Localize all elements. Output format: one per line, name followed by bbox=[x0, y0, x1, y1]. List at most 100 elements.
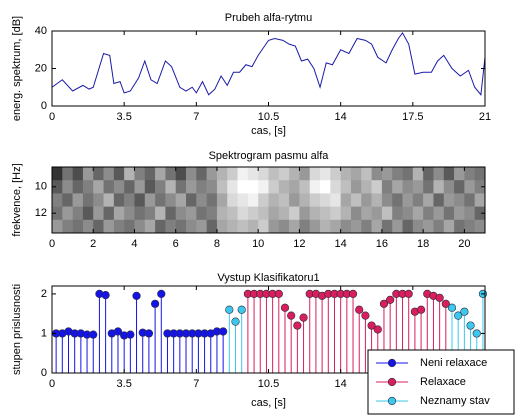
heatmap-cell bbox=[258, 180, 269, 194]
heatmap-cell bbox=[443, 219, 455, 234]
heatmap-cell bbox=[299, 219, 311, 234]
heatmap-cell bbox=[350, 167, 362, 181]
heatmap-cell bbox=[423, 219, 434, 234]
y-axis-label: frekvence, [Hz] bbox=[11, 163, 23, 236]
stem-marker bbox=[101, 290, 110, 300]
stem-marker bbox=[441, 299, 450, 308]
heatmap-cell bbox=[423, 193, 434, 207]
x-tick-label: 8 bbox=[214, 238, 220, 250]
stem-marker bbox=[386, 295, 395, 304]
heatmap-cell bbox=[258, 193, 269, 207]
heatmap-cell bbox=[196, 219, 207, 234]
heatmap-cell bbox=[134, 193, 146, 207]
axes-background bbox=[52, 31, 485, 106]
heatmap-cell bbox=[227, 193, 238, 207]
heatmap-cell bbox=[299, 193, 311, 207]
heatmap-cell bbox=[155, 180, 166, 194]
heatmap-cell bbox=[175, 219, 187, 234]
heatmap-cell bbox=[144, 167, 156, 181]
heatmap-cell bbox=[72, 206, 84, 221]
heatmap-cell bbox=[237, 206, 249, 221]
heatmap-cell bbox=[330, 180, 341, 194]
heatmap-cell bbox=[381, 206, 393, 221]
x-tick-label: 10.5 bbox=[258, 111, 279, 123]
heatmap-cell bbox=[454, 219, 465, 234]
heatmap-cell bbox=[82, 180, 94, 194]
heatmap-cell bbox=[330, 219, 341, 234]
heatmap-cell bbox=[412, 167, 424, 181]
stem-marker bbox=[157, 289, 166, 299]
heatmap-cell bbox=[124, 180, 135, 194]
heatmap-cell bbox=[423, 206, 434, 221]
heatmap-cell bbox=[423, 167, 434, 181]
heatmap-cell bbox=[82, 206, 94, 221]
heatmap-cell bbox=[186, 193, 197, 207]
x-tick-label: 14 bbox=[335, 378, 347, 390]
heatmap-cell bbox=[227, 180, 238, 194]
heatmap-cell bbox=[216, 180, 228, 194]
heatmap-cell bbox=[237, 219, 249, 234]
heatmap-cell bbox=[206, 219, 218, 234]
y-tick-label: 2 bbox=[41, 288, 47, 300]
heatmap-cell bbox=[320, 206, 331, 221]
heatmap-cell bbox=[72, 193, 84, 207]
heatmap-cell bbox=[412, 180, 424, 194]
heatmap-cell bbox=[258, 206, 269, 221]
stem-marker bbox=[293, 321, 302, 330]
heatmap-cell bbox=[289, 180, 300, 194]
stem-marker bbox=[219, 327, 228, 336]
stem-marker bbox=[150, 299, 160, 308]
heatmap-cell bbox=[227, 206, 238, 221]
stem-marker bbox=[231, 317, 240, 326]
heatmap-cell bbox=[144, 193, 156, 207]
x-tick-label: 12 bbox=[293, 238, 305, 250]
heatmap-cell bbox=[474, 193, 486, 207]
heatmap-cell bbox=[371, 180, 383, 194]
heatmap-cell bbox=[155, 167, 166, 181]
heatmap-cell bbox=[309, 167, 321, 181]
axes-title: Spektrogram pasmu alfa bbox=[209, 150, 330, 162]
heatmap-cell bbox=[443, 206, 455, 221]
heatmap-cell bbox=[93, 219, 104, 234]
y-axis-label: stupen prislusnosti bbox=[11, 284, 23, 375]
heatmap-cell bbox=[433, 180, 445, 194]
stem-marker bbox=[460, 307, 469, 316]
heatmap-cell bbox=[299, 206, 311, 221]
heatmap-cell bbox=[62, 206, 73, 221]
x-tick-label: 7 bbox=[193, 378, 199, 390]
heatmap-cell bbox=[278, 219, 290, 234]
stem-marker bbox=[373, 325, 382, 334]
heatmap-cell bbox=[206, 206, 218, 221]
stem-marker bbox=[348, 289, 358, 299]
stem-marker bbox=[355, 305, 364, 314]
heatmap-cell bbox=[175, 206, 187, 221]
heatmap-cell bbox=[309, 206, 321, 221]
heatmap-cell bbox=[134, 180, 146, 194]
heatmap-cell bbox=[299, 167, 311, 181]
heatmap-cell bbox=[454, 167, 465, 181]
heatmap-cell bbox=[320, 219, 331, 234]
heatmap-cell bbox=[103, 180, 115, 194]
heatmap-cell bbox=[227, 219, 238, 234]
legend-label: Neznamy stav bbox=[420, 395, 490, 407]
heatmap-cell bbox=[371, 219, 383, 234]
heatmap-cell bbox=[371, 193, 383, 207]
x-tick-label: 3.5 bbox=[117, 111, 132, 123]
heatmap-cell bbox=[361, 180, 372, 194]
heatmap-cell bbox=[113, 167, 125, 181]
heatmap-cell bbox=[350, 206, 362, 221]
heatmap-cell bbox=[93, 180, 104, 194]
x-tick-label: 7 bbox=[193, 111, 199, 123]
heatmap-cell bbox=[361, 193, 372, 207]
heatmap-cell bbox=[402, 167, 414, 181]
stem-marker bbox=[299, 313, 308, 322]
heatmap-cell bbox=[134, 167, 146, 181]
heatmap-cell bbox=[72, 219, 84, 234]
x-tick-label: 16 bbox=[376, 238, 388, 250]
y-tick-label: 0 bbox=[41, 367, 47, 379]
heatmap-cell bbox=[402, 206, 414, 221]
heatmap-cell bbox=[320, 180, 331, 194]
heatmap-cell bbox=[237, 167, 249, 181]
heatmap-cell bbox=[268, 167, 280, 181]
heatmap-cell bbox=[93, 193, 104, 207]
